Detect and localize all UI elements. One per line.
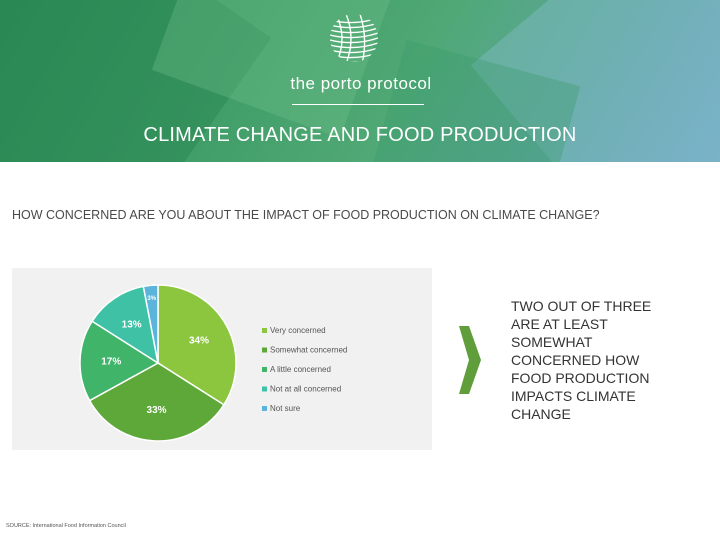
key-finding: TWO OUT OF THREE ARE AT LEAST SOMEWHAT C… [511, 298, 652, 422]
pie-chart: 34% 33% 17% 13% 3% Very concerned Somewhat con… [79, 284, 347, 442]
pie-data-label: 33% [147, 405, 167, 416]
pie-slice [142, 284, 159, 364]
legend-label: Not sure [270, 404, 301, 413]
chevron-arrow-icon [459, 326, 481, 394]
pie-slice [79, 320, 160, 402]
pie-data-label: 3% [147, 296, 156, 302]
legend-swatch [262, 406, 267, 411]
pie-data-label: 34% [189, 335, 209, 346]
chart-panel: 34% 33% 17% 13% 3% Very concerned Somewhat con… [12, 268, 432, 450]
legend-swatch [262, 347, 267, 353]
legend-label: A little concerned [270, 365, 331, 374]
source-note: SOURCE: International Food Information C… [6, 523, 126, 529]
pie-slice [91, 285, 160, 365]
legend-swatch [262, 386, 267, 392]
page-title: CLIMATE CHANGE AND FOOD PRODUCTION [143, 124, 577, 146]
pie-data-label: 17% [101, 357, 121, 368]
legend-label: Not at all concerned [270, 385, 341, 394]
survey-question: HOW CONCERNED ARE YOU ABOUT THE IMPACT O… [12, 208, 600, 222]
pie-data-label: 13% [122, 319, 142, 330]
legend-label: Somewhat concerned [270, 346, 347, 355]
legend-swatch [262, 328, 267, 333]
header-banner: the porto protocol CLIMATE CHANGE AND FO… [0, 0, 720, 162]
logo-text: the porto protocol [290, 74, 432, 93]
globe-logo-icon [330, 14, 378, 62]
logo: the porto protocol [290, 12, 432, 107]
legend-swatch [262, 367, 267, 372]
logo-underline [292, 104, 424, 105]
legend-label: Very concerned [270, 326, 326, 335]
